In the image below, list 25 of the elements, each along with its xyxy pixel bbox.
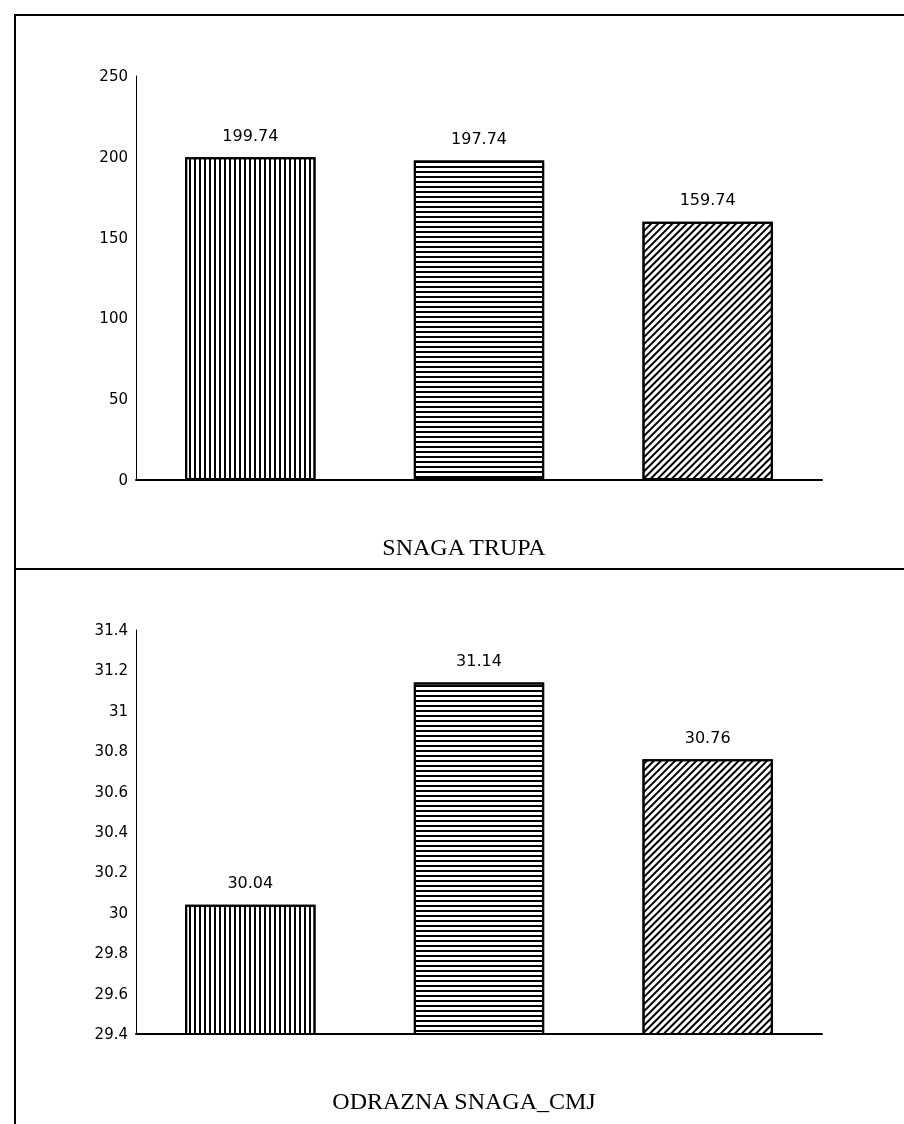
y-tick-label: 29.4 (94, 1025, 128, 1043)
y-tick-label: 30.4 (94, 823, 128, 841)
text: SNAGA TRUPA (382, 534, 547, 560)
y-tick-label: 30.6 (94, 782, 128, 801)
y-tick-label: 29.6 (94, 984, 128, 1003)
y-tick-label: 150 (99, 228, 128, 247)
y-tick-label: 31.4 (94, 621, 128, 639)
y-tick-label: 31 (108, 701, 128, 720)
y-tick-label: 100 (99, 309, 128, 328)
y-tick-label: 31.2 (94, 661, 128, 680)
data-label: 199.74 (222, 125, 279, 145)
y-tick-label: 250 (99, 67, 128, 85)
data-label: 30.04 (227, 873, 274, 893)
data-label: 159.74 (679, 190, 736, 210)
data-label: 197.74 (451, 128, 507, 148)
y-tick-label: 0 (118, 471, 128, 489)
text: ODRAZNA SNAGA_CMJ (332, 1088, 596, 1114)
y-tick-label: 30 (108, 903, 128, 922)
y-tick-label: 29.8 (94, 944, 128, 963)
y-tick-label: 30.8 (94, 742, 128, 761)
y-tick-label: 30.2 (94, 863, 128, 882)
y-tick-label: 50 (108, 390, 128, 409)
data-label: 30.76 (684, 727, 731, 747)
y-tick-label: 200 (99, 147, 128, 166)
data-label: 31.14 (456, 651, 502, 671)
